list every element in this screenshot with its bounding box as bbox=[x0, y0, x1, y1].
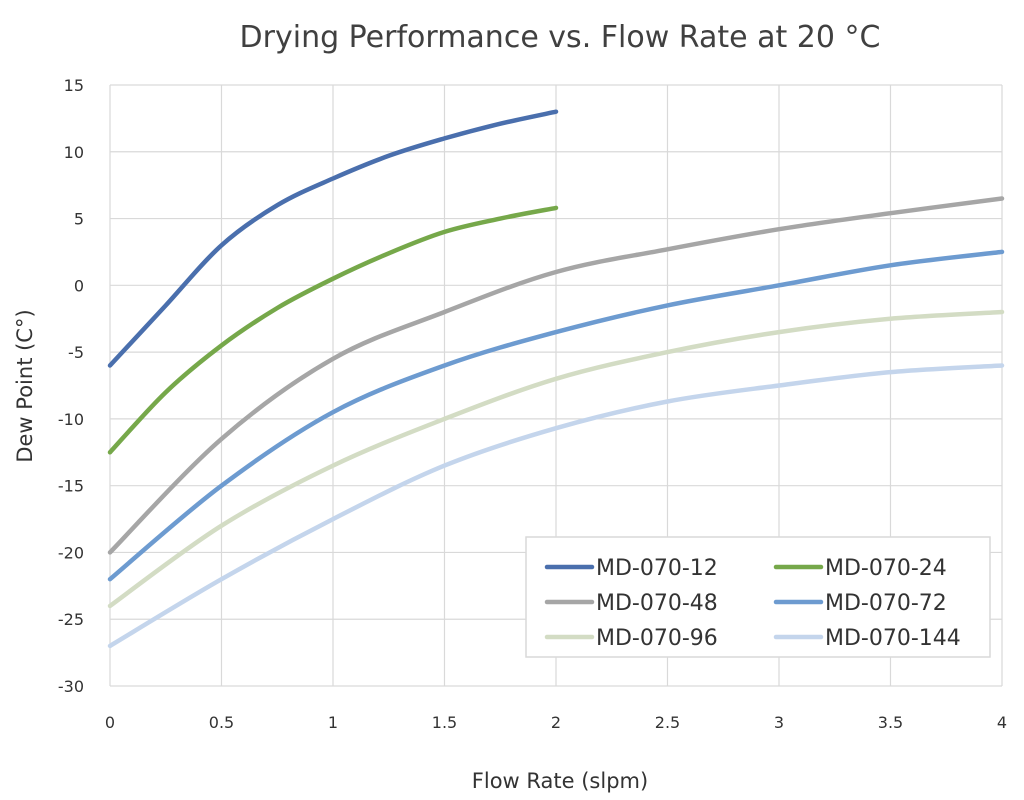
y-tick-label: 0 bbox=[74, 276, 84, 295]
y-tick-label: -5 bbox=[68, 343, 84, 362]
y-tick-label: -30 bbox=[58, 677, 84, 696]
x-tick-label: 1 bbox=[328, 713, 338, 732]
legend-label: MD-070-48 bbox=[596, 591, 718, 616]
x-tick-label: 3 bbox=[774, 713, 784, 732]
y-axis-ticks: 15 10 5 0 -5 -10 -15 -20 -25 -30 bbox=[58, 76, 84, 696]
x-tick-label: 3.5 bbox=[878, 713, 903, 732]
series-lines bbox=[107, 109, 1005, 649]
x-tick-label: 4 bbox=[997, 713, 1007, 732]
series-line-md-070-48 bbox=[107, 196, 1005, 555]
legend-label: MD-070-144 bbox=[825, 626, 961, 651]
x-tick-label: 1.5 bbox=[432, 713, 457, 732]
y-tick-label: 5 bbox=[74, 210, 84, 229]
y-tick-label: 10 bbox=[64, 143, 84, 162]
legend: MD-070-12 MD-070-24 MD-070-48 MD-070-72 MD-0… bbox=[525, 536, 991, 658]
series-line-md-070-144 bbox=[107, 363, 1005, 649]
y-tick-label: -10 bbox=[58, 410, 84, 429]
x-tick-label: 0.5 bbox=[209, 713, 234, 732]
x-tick-label: 0 bbox=[105, 713, 115, 732]
x-axis-ticks: 0 0.5 1 1.5 2 2.5 3 3.5 4 bbox=[105, 713, 1007, 732]
x-tick-label: 2 bbox=[551, 713, 561, 732]
legend-label: MD-070-72 bbox=[825, 591, 947, 616]
series-line-md-070-72 bbox=[107, 249, 1005, 582]
series-line-md-070-96 bbox=[107, 309, 1005, 609]
legend-label: MD-070-24 bbox=[825, 556, 947, 581]
legend-label: MD-070-96 bbox=[596, 626, 718, 651]
legend-box bbox=[525, 536, 991, 658]
y-tick-label: -20 bbox=[58, 543, 84, 562]
legend-label: MD-070-12 bbox=[596, 556, 718, 581]
y-tick-label: -15 bbox=[58, 477, 84, 496]
x-tick-label: 2.5 bbox=[655, 713, 680, 732]
x-axis-title: Flow Rate (slpm) bbox=[472, 769, 648, 793]
y-tick-label: -25 bbox=[58, 610, 84, 629]
y-axis-title: Dew Point (C°) bbox=[13, 309, 37, 462]
chart-title: Drying Performance vs. Flow Rate at 20 °… bbox=[240, 20, 881, 55]
series-line-md-070-12 bbox=[107, 109, 559, 368]
y-tick-label: 15 bbox=[64, 76, 84, 95]
series-line-md-070-24 bbox=[107, 205, 559, 455]
